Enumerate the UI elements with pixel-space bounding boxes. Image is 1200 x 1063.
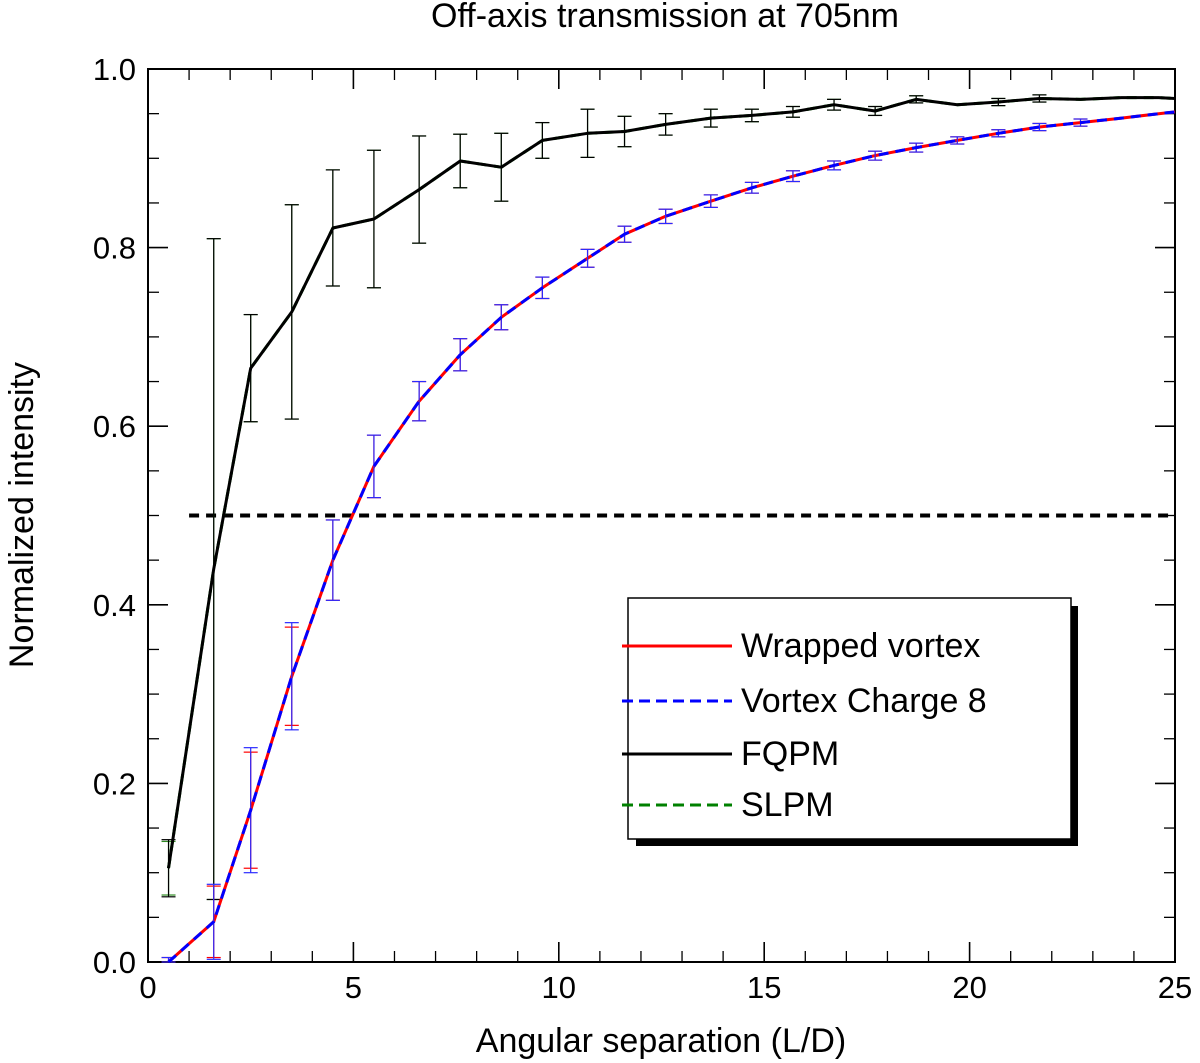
x-axis-label: Angular separation (L/D) (476, 1022, 846, 1060)
y-axis-label: Normalized intensity (3, 362, 41, 668)
x-tick-labels: 0 5 10 15 20 25 (139, 970, 1192, 1005)
x-tick-label: 0 (139, 970, 156, 1005)
x-tick-label: 5 (345, 970, 362, 1005)
y-tick-label: 0.6 (93, 409, 136, 444)
series-layer (161, 94, 1176, 964)
series-line-vortex-charge-8 (167, 110, 1176, 964)
x-tick-label: 20 (952, 970, 986, 1005)
legend-box (627, 597, 1072, 840)
y-tick-labels: 0.0 0.2 0.4 0.6 0.8 1.0 (93, 52, 136, 980)
x-tick-label: 10 (542, 970, 576, 1005)
legend-label-wrapped-vortex: Wrapped vortex (741, 627, 980, 665)
chart-title: Off-axis transmission at 705nm (431, 0, 899, 35)
legend-label-fqpm: FQPM (741, 735, 839, 773)
x-tick-label: 15 (747, 970, 781, 1005)
series-vortex-charge-8 (161, 110, 1176, 964)
legend: Wrapped vortex Vortex Charge 8 FQPM SLPM (622, 597, 1078, 846)
x-tick-label: 25 (1158, 970, 1192, 1005)
plot-frame (147, 68, 1176, 963)
legend-label-slpm: SLPM (741, 786, 834, 824)
series-line-fqpm (167, 96, 1176, 869)
y-tick-label: 0.4 (93, 588, 136, 623)
y-tick-label: 0.2 (93, 766, 136, 801)
series-fqpm (161, 94, 1176, 901)
y-tick-label: 1.0 (93, 52, 136, 87)
legend-label-vortex-charge-8: Vortex Charge 8 (741, 682, 987, 720)
minor-ticks (148, 69, 1175, 962)
y-tick-label: 0.8 (93, 231, 136, 266)
y-tick-label: 0.0 (93, 945, 136, 980)
